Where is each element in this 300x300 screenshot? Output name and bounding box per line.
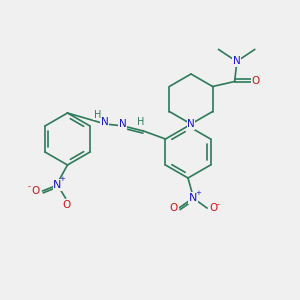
Text: O: O [32, 186, 40, 196]
Text: N: N [100, 117, 108, 127]
Text: N: N [53, 180, 62, 190]
Text: H: H [137, 117, 144, 127]
Text: -: - [217, 200, 220, 209]
Text: O: O [251, 76, 260, 86]
Text: N: N [118, 119, 126, 129]
Text: N: N [189, 193, 197, 203]
Text: -: - [28, 182, 31, 191]
Text: +: + [195, 190, 201, 196]
Text: O: O [62, 200, 70, 210]
Text: N: N [187, 119, 195, 129]
Text: +: + [59, 176, 65, 182]
Text: O: O [209, 203, 217, 213]
Text: O: O [170, 203, 178, 213]
Text: N: N [233, 56, 241, 67]
Text: H: H [94, 110, 101, 120]
